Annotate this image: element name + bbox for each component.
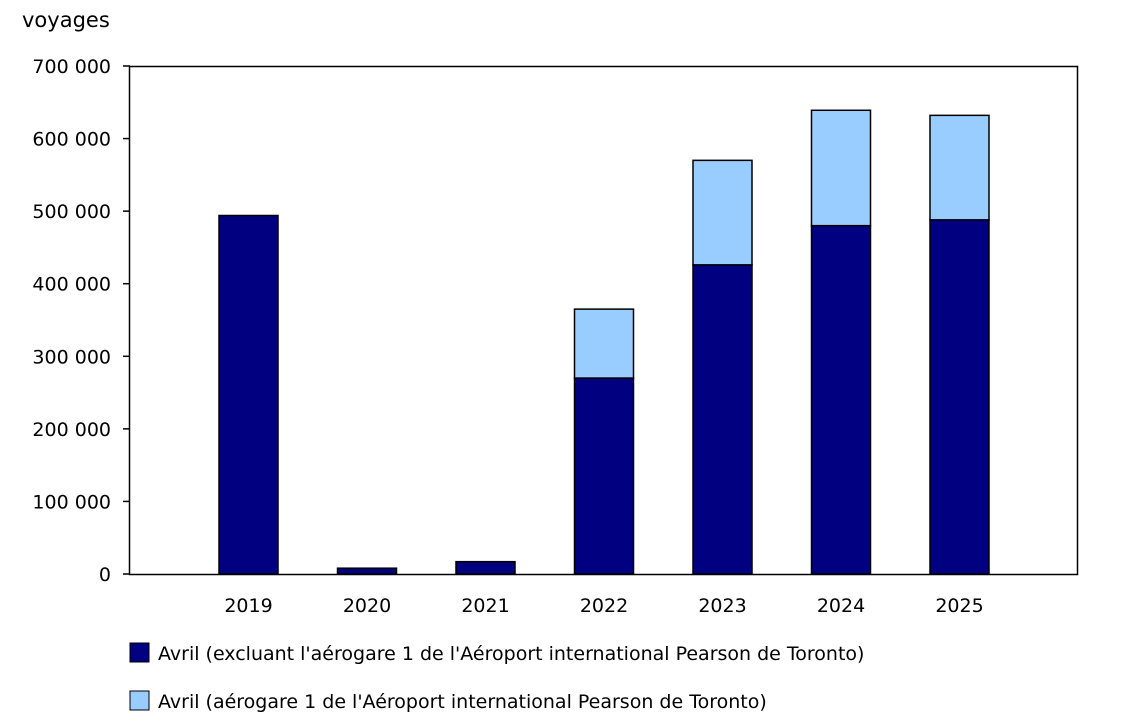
- bar-segment: [929, 219, 990, 575]
- x-tick-label: 2020: [343, 595, 391, 617]
- bar-segment: [573, 308, 635, 379]
- x-axis: 2019 2020 2021 2022 2023 2024 2025: [224, 595, 983, 617]
- y-tick-label: 100 000: [32, 491, 111, 513]
- legend-swatch: [129, 642, 150, 663]
- x-tick-label: 2024: [817, 595, 865, 617]
- x-tick-label: 2021: [461, 595, 509, 617]
- bar-segment: [336, 567, 398, 575]
- bars: [218, 109, 990, 575]
- y-tick-label: 200 000: [32, 419, 111, 441]
- legend-label: Avril (excluant l'aérogare 1 de l'Aéropo…: [158, 643, 864, 665]
- bar-segment: [692, 264, 753, 575]
- y-tick-label: 300 000: [32, 346, 111, 368]
- bar-segment: [573, 377, 635, 575]
- y-axis-label: voyages: [22, 8, 110, 32]
- bar-segment: [455, 560, 516, 575]
- y-axis: 0 100 000 200 000 300 000 400 000 500 000 600 …: [32, 56, 130, 586]
- x-tick-label: 2022: [580, 595, 628, 617]
- bar-segment: [218, 214, 279, 575]
- y-tick-label: 400 000: [32, 274, 111, 296]
- bar-segment: [692, 159, 753, 266]
- y-tick-label: 600 000: [32, 129, 111, 151]
- bar-segment: [810, 109, 872, 227]
- legend-swatch: [129, 690, 150, 711]
- bar-segment: [929, 114, 990, 221]
- y-tick-label: 500 000: [32, 201, 111, 223]
- y-tick-label: 700 000: [32, 56, 111, 78]
- legend-item: Avril (aérogare 1 de l'Aéroport internat…: [129, 690, 767, 713]
- x-tick-label: 2019: [224, 595, 272, 617]
- bar-segment: [810, 224, 872, 575]
- legend: Avril (excluant l'aérogare 1 de l'Aéropo…: [129, 642, 864, 713]
- y-tick-label: 0: [99, 564, 111, 586]
- legend-label: Avril (aérogare 1 de l'Aéroport internat…: [158, 691, 767, 713]
- legend-item: Avril (excluant l'aérogare 1 de l'Aéropo…: [129, 642, 864, 665]
- x-tick-label: 2025: [935, 595, 983, 617]
- x-tick-label: 2023: [698, 595, 746, 617]
